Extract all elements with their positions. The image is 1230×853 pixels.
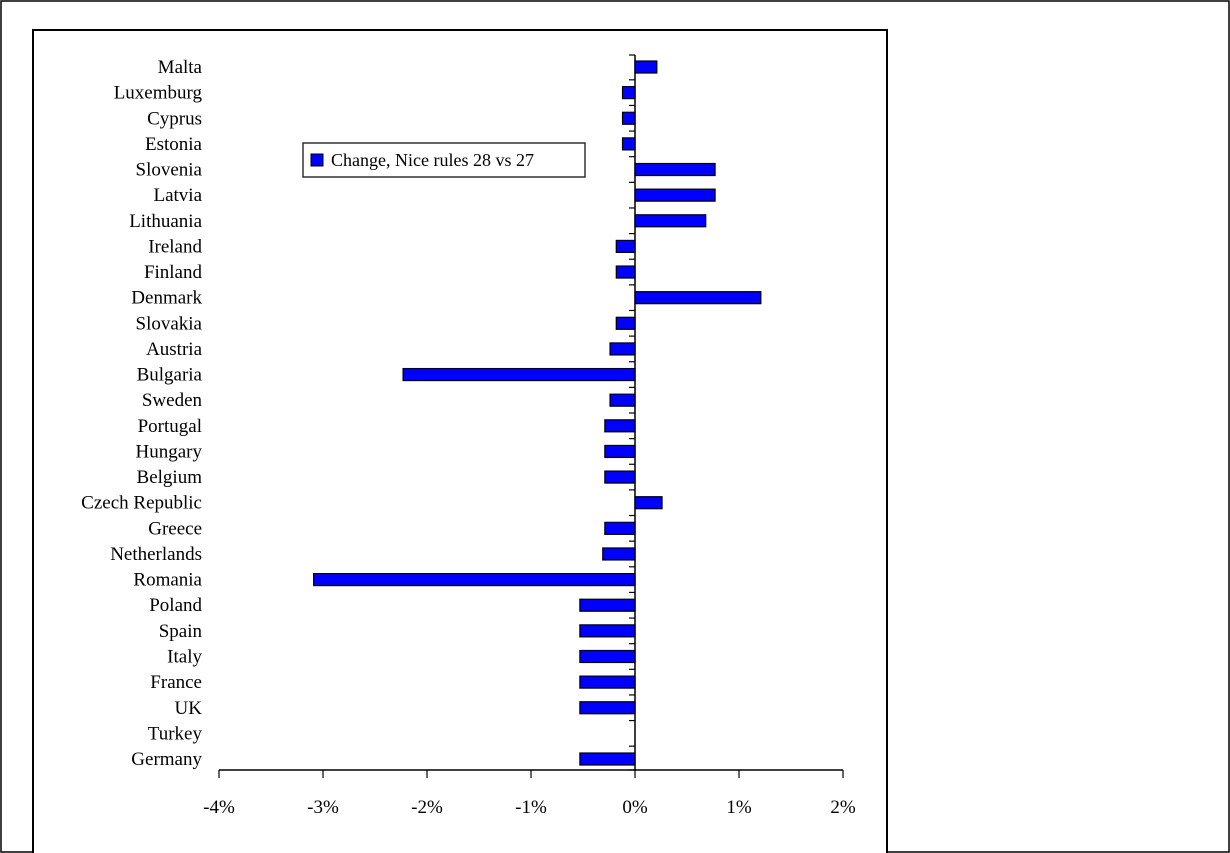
category-label: Portugal xyxy=(138,416,202,437)
category-label: Germany xyxy=(131,749,202,770)
category-label: Finland xyxy=(144,262,203,283)
category-label: Belgium xyxy=(137,467,203,488)
bar xyxy=(621,86,636,100)
category-label: UK xyxy=(175,698,203,719)
bar xyxy=(634,60,658,74)
category-label: Sweden xyxy=(142,390,203,411)
bar xyxy=(621,137,636,151)
value-tick-label: 1% xyxy=(726,797,752,818)
bar xyxy=(615,265,636,279)
bar xyxy=(634,188,716,202)
bar xyxy=(615,239,636,254)
bar xyxy=(579,598,636,612)
category-label: Luxemburg xyxy=(114,83,203,104)
bar xyxy=(604,419,636,433)
category-label: Latvia xyxy=(153,185,202,206)
value-tick-label: 2% xyxy=(830,797,856,818)
plot-area: Malta Luxemburg Cyprus Estonia Slovenia Latvi… xyxy=(81,54,856,818)
bar xyxy=(579,624,636,638)
bar xyxy=(579,675,636,689)
category-label: Romania xyxy=(133,570,202,591)
bar xyxy=(604,521,636,535)
bar xyxy=(579,701,636,715)
category-label: Cyprus xyxy=(147,108,202,129)
category-label: Malta xyxy=(158,57,203,78)
bar xyxy=(402,367,636,382)
category-label: Slovenia xyxy=(136,160,203,181)
value-tick-label: -2% xyxy=(411,797,443,818)
category-label: Greece xyxy=(148,518,202,539)
bar xyxy=(621,111,636,125)
legend-label: Change, Nice rules 28 vs 27 xyxy=(331,150,534,170)
bar xyxy=(579,649,636,664)
bar xyxy=(634,214,707,228)
legend-swatch xyxy=(310,153,324,167)
legend-box xyxy=(302,142,586,178)
value-tick-label: 0% xyxy=(622,797,648,818)
bar xyxy=(634,162,716,177)
bar xyxy=(604,470,636,484)
category-label: France xyxy=(150,672,202,693)
bar xyxy=(313,572,636,587)
category-label: Hungary xyxy=(136,441,203,462)
bar xyxy=(609,393,636,407)
value-tick-label: -3% xyxy=(307,797,339,818)
category-label: Estonia xyxy=(145,134,203,155)
bar xyxy=(634,291,762,305)
category-label: Bulgaria xyxy=(137,365,203,386)
category-label: Italy xyxy=(167,646,202,667)
bar xyxy=(579,752,636,766)
category-label: Slovakia xyxy=(136,313,203,334)
value-tick-label: -4% xyxy=(203,797,235,818)
category-label: Lithuania xyxy=(129,211,202,232)
category-label: Czech Republic xyxy=(81,493,202,514)
category-label: Denmark xyxy=(131,288,202,309)
category-label: Ireland xyxy=(148,236,202,257)
bar xyxy=(604,444,636,459)
bar xyxy=(609,342,636,356)
category-label: Turkey xyxy=(148,723,203,744)
value-tick-label: -1% xyxy=(515,797,547,818)
category-label: Spain xyxy=(159,621,203,642)
category-label: Poland xyxy=(149,595,202,616)
category-label: Netherlands xyxy=(110,544,202,565)
bar xyxy=(602,547,636,561)
bar xyxy=(634,496,663,510)
legend: Change, Nice rules 28 vs 27 xyxy=(302,142,586,178)
category-label: Austria xyxy=(146,339,203,360)
bar xyxy=(615,316,636,330)
